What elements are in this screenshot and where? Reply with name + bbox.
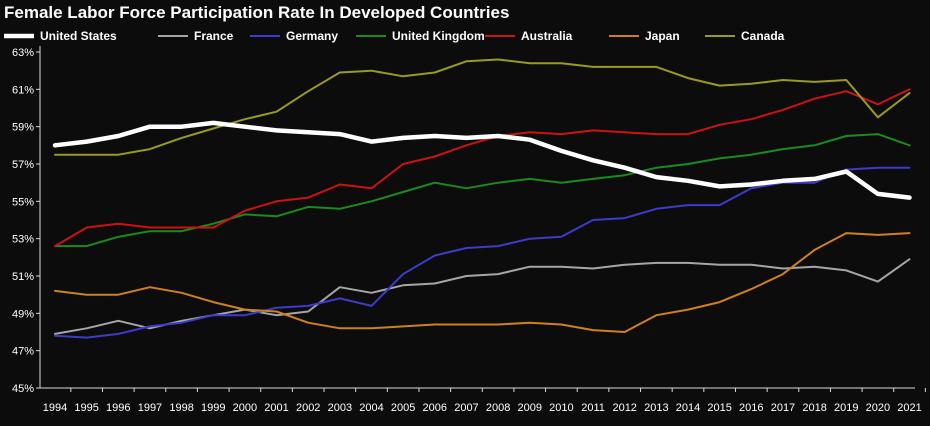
x-tick-label: 2013 xyxy=(644,402,668,414)
series-line-united-kingdom xyxy=(54,133,911,248)
y-tick-label: 51% xyxy=(12,271,34,283)
x-tick-label: 1997 xyxy=(138,402,162,414)
x-tick-label: 1996 xyxy=(106,402,130,414)
x-tick-label: 2001 xyxy=(264,402,288,414)
legend-label-united-states: United States xyxy=(40,29,117,43)
legend-label-united-kingdom: United Kingdom xyxy=(392,29,485,43)
legend-label-canada: Canada xyxy=(741,29,785,43)
y-tick-label: 49% xyxy=(12,308,34,320)
x-tick-label: 2016 xyxy=(739,402,763,414)
series-line-australia xyxy=(54,88,911,248)
x-tick-label: 2009 xyxy=(518,402,542,414)
x-tick-label: 2017 xyxy=(771,402,795,414)
legend: United States France Germany United Kingdom… xyxy=(4,29,785,43)
x-tick-label: 2021 xyxy=(897,402,921,414)
x-axis: 1994 1995 1996 1997 1998 1999 2000 2001 2002 2003… xyxy=(40,387,926,414)
x-tick-label: 2000 xyxy=(233,402,257,414)
y-tick-label: 53% xyxy=(12,234,34,246)
x-tick-label: 2002 xyxy=(296,402,320,414)
x-tick-label: 1999 xyxy=(201,402,225,414)
x-tick-label: 2020 xyxy=(866,402,890,414)
y-tick-label: 45% xyxy=(12,383,34,395)
chart-title: Female Labor Force Participation Rate In… xyxy=(4,3,510,22)
x-tick-label: 2015 xyxy=(707,402,731,414)
y-tick-label: 59% xyxy=(12,122,34,134)
y-tick-label: 61% xyxy=(12,84,34,96)
plot-area xyxy=(52,58,912,339)
series-line-germany xyxy=(54,166,911,339)
y-tick-label: 57% xyxy=(12,159,34,171)
x-tick-label: 2010 xyxy=(549,402,573,414)
series-line-japan xyxy=(54,232,911,333)
x-tick-label: 1998 xyxy=(169,402,193,414)
x-tick-label: 2019 xyxy=(834,402,858,414)
y-tick-label: 55% xyxy=(12,196,34,208)
y-tick-label: 63% xyxy=(12,47,34,59)
series-line-canada xyxy=(54,58,911,156)
legend-label-japan: Japan xyxy=(645,29,680,43)
x-tick-label: 2008 xyxy=(486,402,510,414)
legend-label-australia: Australia xyxy=(521,29,573,43)
x-tick-label: 1994 xyxy=(43,402,67,414)
legend-label-germany: Germany xyxy=(286,29,338,43)
x-tick-label: 2007 xyxy=(454,402,478,414)
x-tick-label: 2014 xyxy=(676,402,700,414)
x-tick-label: 2005 xyxy=(391,402,415,414)
y-tick-label: 47% xyxy=(12,346,34,358)
x-tick-label: 1995 xyxy=(74,402,98,414)
x-tick-label: 2012 xyxy=(612,402,636,414)
series-line-united-states xyxy=(52,120,912,200)
x-tick-label: 2011 xyxy=(581,402,605,414)
x-tick-label: 2006 xyxy=(423,402,447,414)
x-tick-label: 2018 xyxy=(802,402,826,414)
x-tick-label: 2003 xyxy=(328,402,352,414)
x-tick-label: 2004 xyxy=(359,402,383,414)
legend-label-france: France xyxy=(194,29,234,43)
y-axis: 45% 47% 49% 51% 53% 55% 57% 59% 61% 63% xyxy=(12,46,41,395)
